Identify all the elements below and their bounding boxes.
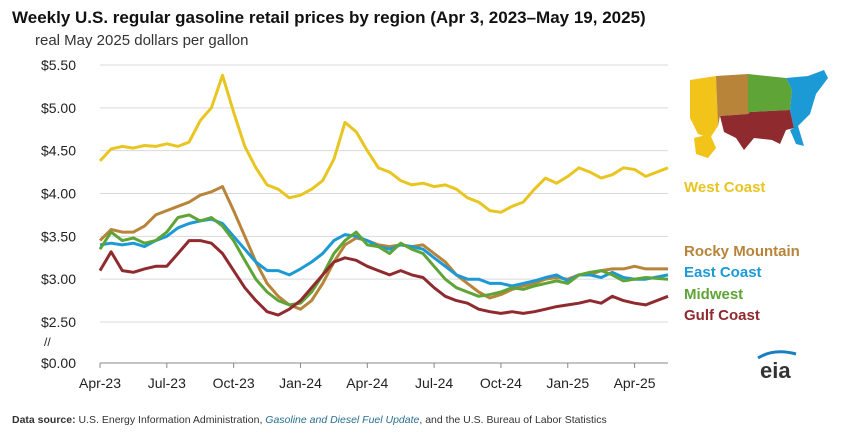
map-midwest-region bbox=[748, 74, 792, 114]
y-tick-label: $5.00 bbox=[41, 100, 76, 116]
series-line-east-coast bbox=[99, 217, 669, 288]
chart-subtitle: real May 2025 dollars per gallon bbox=[35, 32, 249, 49]
x-tick-label: Jul-24 bbox=[415, 375, 453, 391]
y-tick-label: $4.00 bbox=[41, 186, 76, 202]
series-line-west-coast bbox=[98, 73, 669, 214]
series-line-midwest bbox=[98, 213, 669, 307]
eia-logo-swoosh bbox=[757, 350, 797, 360]
map-west-coast-alaska bbox=[694, 134, 716, 158]
gasoline-diesel-update-link[interactable]: Gasoline and Diesel Fuel Update bbox=[265, 414, 420, 426]
x-tick-label: Jan-25 bbox=[546, 375, 589, 391]
legend-label-midwest: Midwest bbox=[684, 286, 743, 303]
data-source-note: Data source: U.S. Energy Information Adm… bbox=[12, 414, 607, 426]
data-source-text-2: , and the U.S. Bureau of Labor Statistic… bbox=[419, 414, 607, 426]
series-line-gulf-coast bbox=[98, 239, 669, 317]
x-tick-label: Jul-23 bbox=[148, 375, 186, 391]
axis-break-icon: // bbox=[44, 335, 51, 349]
legend-label-east-coast: East Coast bbox=[684, 264, 762, 281]
y-tick-label: $2.50 bbox=[41, 314, 76, 330]
data-source-label: Data source: bbox=[12, 414, 76, 426]
eia-logo-icon: eia bbox=[757, 350, 797, 383]
data-source-text: U.S. Energy Information Administration, bbox=[75, 414, 266, 426]
eia-logo-text: eia bbox=[760, 358, 791, 383]
x-tick-label: Jan-24 bbox=[279, 375, 322, 391]
y-tick-label: $0.00 bbox=[41, 355, 76, 371]
y-tick-label: $4.50 bbox=[41, 143, 76, 159]
map-rocky-mountain-region bbox=[716, 74, 748, 126]
us-regions-map-icon bbox=[690, 70, 828, 158]
legend-label-west-coast: West Coast bbox=[684, 179, 765, 196]
x-tick-label: Oct-24 bbox=[480, 375, 522, 391]
map-east-coast-region bbox=[786, 70, 828, 146]
x-tick-label: Apr-25 bbox=[614, 375, 656, 391]
x-tick-label: Apr-23 bbox=[79, 375, 121, 391]
x-tick-label: Apr-24 bbox=[346, 375, 388, 391]
legend-label-rocky-mountain: Rocky Mountain bbox=[684, 243, 800, 260]
y-tick-label: $5.50 bbox=[41, 57, 76, 73]
legend-label-gulf-coast: Gulf Coast bbox=[684, 307, 760, 324]
y-tick-label: $3.00 bbox=[41, 271, 76, 287]
x-tick-label: Oct-23 bbox=[213, 375, 255, 391]
chart-title: Weekly U.S. regular gasoline retail pric… bbox=[12, 8, 646, 27]
y-tick-label: $3.50 bbox=[41, 228, 76, 244]
map-gulf-coast-region bbox=[720, 110, 794, 150]
map-west-coast-region bbox=[690, 76, 718, 138]
